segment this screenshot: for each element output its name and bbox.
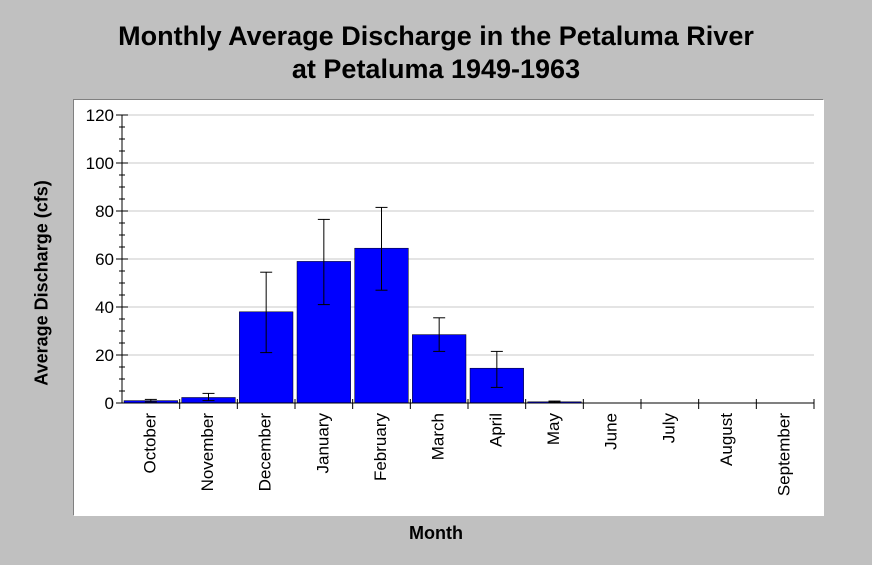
chart-title: Monthly Average Discharge in the Petalum…: [0, 20, 872, 86]
bar-layer: [123, 206, 582, 404]
x-tick-label-november: November: [198, 413, 217, 492]
x-tick-label-october: October: [140, 413, 159, 474]
y-tick-label: 40: [95, 298, 114, 317]
x-tick-label-august: August: [717, 413, 736, 466]
x-tick-label-september: September: [775, 413, 794, 496]
grid-layer: [122, 114, 814, 356]
y-tick-label: 100: [86, 154, 114, 173]
y-axis-label: Average Discharge (cfs): [31, 180, 52, 386]
x-tick-label-april: April: [486, 413, 505, 447]
x-axis-label: Month: [409, 523, 463, 543]
x-tick-label-january: January: [313, 413, 332, 474]
x-tick-label-february: February: [371, 413, 390, 482]
chart-title-line-2: at Petaluma 1949-1963: [291, 54, 581, 84]
label-layer: 0 20 40 60 80 100 120 October November December Ja…: [86, 106, 794, 496]
y-tick-label: 20: [95, 346, 114, 365]
y-tick-label: 120: [86, 106, 114, 125]
axis-layer: [116, 114, 815, 409]
x-tick-label-june: June: [602, 413, 621, 450]
y-tick-label: 80: [95, 202, 114, 221]
y-tick-label: 60: [95, 250, 114, 269]
y-tick-label: 0: [105, 394, 114, 413]
x-tick-label-july: July: [659, 413, 678, 444]
x-tick-label-march: March: [429, 413, 448, 460]
x-tick-label-december: December: [256, 413, 275, 492]
chart-title-line-1: Monthly Average Discharge in the Petalum…: [118, 21, 754, 51]
x-tick-label-may: May: [544, 413, 563, 446]
